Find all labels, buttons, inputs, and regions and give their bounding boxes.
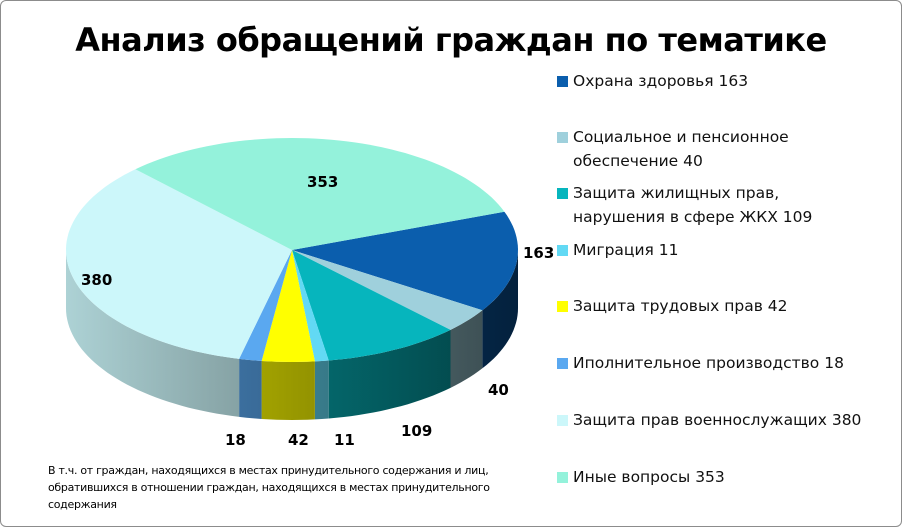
- legend-swatch: [557, 301, 568, 312]
- legend-swatch: [557, 472, 568, 483]
- legend-label: Защита жилищных прав, нарушения в сфере …: [573, 184, 813, 226]
- pie-slice-side-2: [328, 329, 451, 419]
- pie-slice-2[interactable]: [292, 250, 451, 361]
- pie-slice-5[interactable]: [239, 250, 292, 361]
- data-label: 163: [523, 244, 555, 262]
- pie-slice-side-4: [261, 361, 315, 420]
- data-label: 18: [225, 431, 246, 449]
- legend-swatch: [557, 188, 568, 199]
- data-label: 42: [288, 431, 309, 449]
- pie-slice-side-1: [450, 310, 483, 388]
- legend-item: Защита жилищных прав, нарушения в сфере …: [557, 181, 897, 229]
- data-label: 109: [401, 422, 433, 440]
- pie-slice-side-3: [314, 360, 329, 420]
- legend-swatch: [557, 358, 568, 369]
- pie-slice-6[interactable]: [66, 169, 292, 359]
- data-label: 380: [81, 271, 113, 289]
- legend-item: Миграция 11: [557, 238, 897, 262]
- legend-label: Социальное и пенсионное обеспечение 40: [573, 128, 789, 170]
- pie-slice-side-0: [482, 250, 518, 369]
- data-label: 11: [334, 431, 355, 449]
- pie-slice-side-6: [66, 250, 240, 417]
- legend-item: Защита прав военнослужащих 380: [557, 408, 897, 432]
- legend-item: Иполнительное производство 18: [557, 351, 897, 375]
- pie-slice-3[interactable]: [292, 250, 329, 362]
- chart-title: Анализ обращений граждан по тематике: [75, 21, 827, 59]
- legend-label: Иполнительное производство 18: [573, 354, 844, 372]
- legend-item: Иные вопросы 353: [557, 465, 897, 489]
- legend-label: Охрана здоровья 163: [573, 72, 749, 90]
- legend-label: Защита прав военнослужащих 380: [573, 411, 862, 429]
- data-label: 353: [307, 173, 339, 191]
- legend-label: Иные вопросы 353: [573, 468, 725, 486]
- pie-slice-1[interactable]: [292, 250, 483, 330]
- legend-item: Охрана здоровья 163: [557, 69, 897, 93]
- pie-slice-4[interactable]: [261, 250, 315, 362]
- pie-slice-0[interactable]: [292, 211, 518, 311]
- footnote: В т.ч. от граждан, находящихся в местах …: [48, 464, 490, 511]
- legend-swatch: [557, 245, 568, 256]
- data-label: 40: [488, 381, 509, 399]
- legend-swatch: [557, 415, 568, 426]
- legend-label: Защита трудовых прав 42: [573, 297, 788, 315]
- pie-slice-7[interactable]: [135, 138, 505, 250]
- legend-swatch: [557, 132, 568, 143]
- legend-item: Защита трудовых прав 42: [557, 294, 897, 318]
- legend-label: Миграция 11: [573, 241, 679, 259]
- pie-slice-side-5: [239, 358, 262, 419]
- legend-item: Социальное и пенсионное обеспечение 40: [557, 125, 897, 173]
- legend-swatch: [557, 76, 568, 87]
